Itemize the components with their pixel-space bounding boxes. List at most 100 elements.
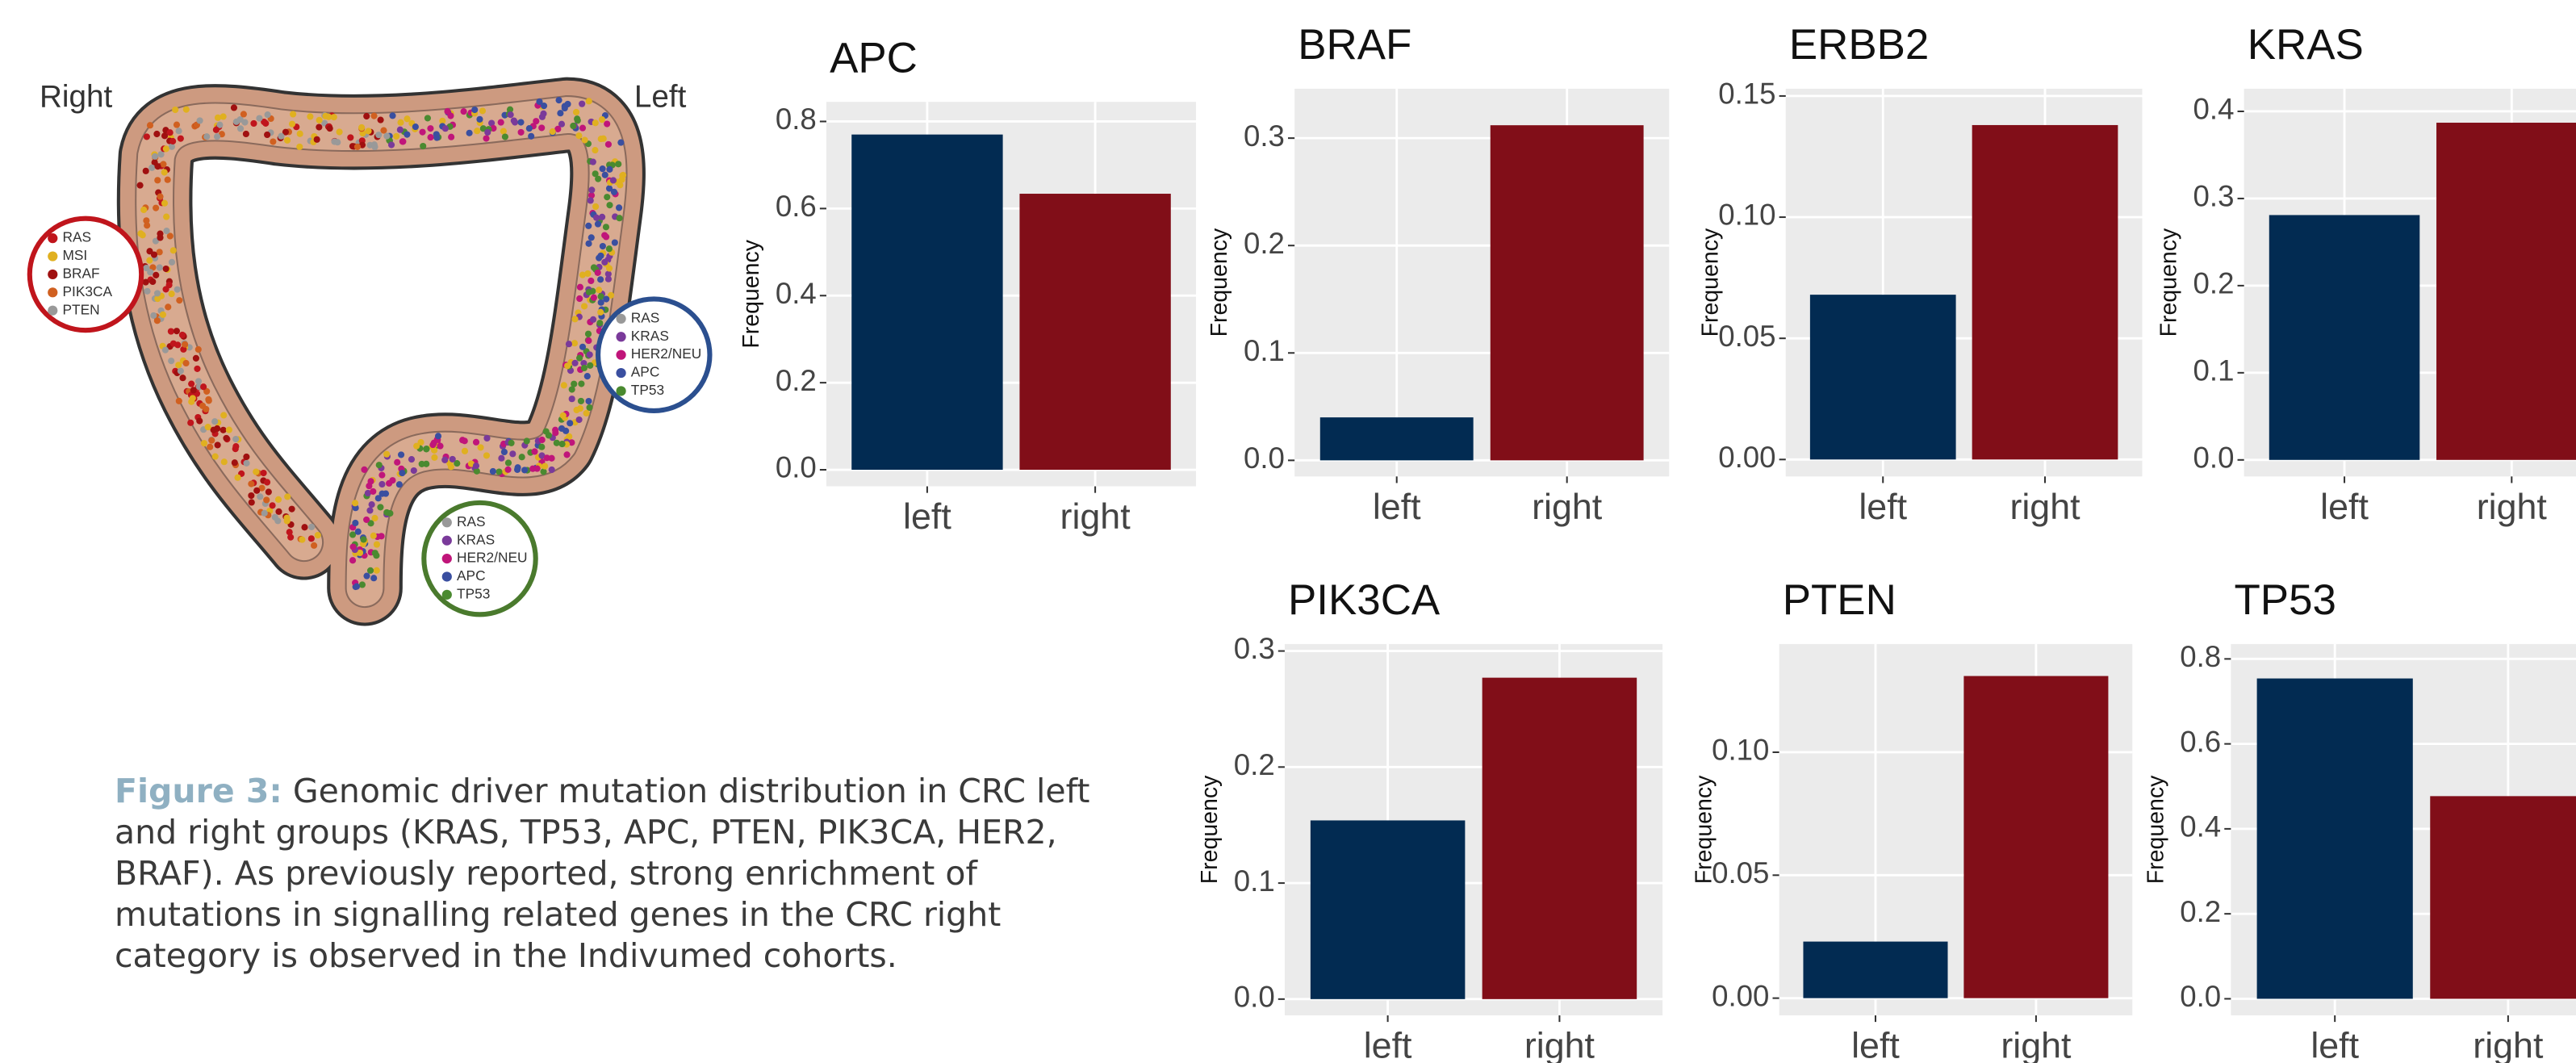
legend-label: RAS — [457, 513, 486, 529]
y-tick-label: 0.05 — [1712, 856, 1769, 889]
colon-dot — [483, 135, 490, 142]
colon-dot — [356, 549, 364, 557]
colon-dot — [214, 425, 221, 433]
colon-dot — [143, 265, 150, 272]
colon-dot — [427, 134, 434, 141]
colon-dot — [441, 125, 449, 132]
colon-dot — [153, 130, 161, 138]
colon-dot — [419, 128, 426, 136]
colon-dot — [389, 112, 396, 119]
colon-dot — [545, 432, 552, 439]
y-tick-label: 0.2 — [1234, 748, 1275, 781]
colon-dot — [241, 119, 249, 126]
colon-dot — [500, 448, 508, 456]
chart-title: APC — [830, 34, 918, 82]
colon-dot — [387, 141, 395, 149]
y-tick-label: 0.8 — [2180, 640, 2221, 673]
colon-dot — [161, 199, 169, 207]
colon-dot — [296, 143, 303, 150]
colon-dot — [586, 351, 593, 358]
colon-dot — [308, 523, 316, 530]
colon-dot — [378, 490, 386, 497]
colon-dot — [598, 116, 606, 123]
colon-dot — [153, 290, 161, 297]
colon-dot — [533, 465, 541, 472]
colon-dot — [269, 502, 276, 509]
colon-dot — [151, 153, 159, 160]
colon-dot — [609, 177, 617, 184]
bar — [851, 134, 1003, 471]
legend-label: TP53 — [457, 585, 490, 601]
colon-dot — [449, 455, 456, 462]
colon-dot — [588, 277, 595, 285]
colon-dot — [583, 409, 590, 417]
colon-dot — [606, 165, 613, 173]
colon-dot — [540, 110, 547, 117]
colon-dot — [216, 121, 224, 128]
colon-dot — [380, 127, 387, 134]
colon-dot — [175, 397, 182, 404]
colon-dot — [274, 517, 282, 525]
colon-dot — [165, 303, 172, 311]
colon-dot — [336, 128, 343, 136]
colon-dot — [290, 111, 297, 118]
colon-dot — [349, 531, 357, 538]
colon-dot — [489, 467, 496, 475]
legend-circle — [596, 296, 713, 413]
colon-dot — [142, 167, 149, 174]
x-tick-label: left — [903, 496, 951, 537]
colon-dot — [168, 358, 175, 365]
colon-dot — [261, 118, 268, 126]
colon-dot — [585, 240, 592, 247]
colon-dot — [504, 466, 512, 473]
colon-dot — [152, 237, 160, 245]
legend-label: HER2/NEU — [631, 345, 701, 362]
colon-dot — [351, 500, 359, 507]
y-tick-label: 0.15 — [1718, 77, 1775, 111]
colon-dot — [387, 509, 394, 517]
colon-dot — [307, 535, 315, 542]
colon-dot — [580, 364, 588, 372]
colon-dot — [373, 567, 380, 574]
legend-dot — [616, 367, 626, 379]
colon-dot — [424, 115, 431, 122]
y-tick-label: 0.2 — [776, 364, 817, 397]
colon-dot — [579, 271, 586, 278]
colon-dot — [585, 98, 592, 105]
colon-dot — [412, 123, 419, 131]
colon-dot — [552, 429, 559, 437]
colon-dot — [311, 542, 318, 549]
colon-dot — [261, 509, 268, 517]
y-tick-label: 0.0 — [1234, 981, 1275, 1014]
colon-dot — [220, 458, 228, 466]
colon-dot — [571, 359, 579, 366]
colon-dot — [498, 454, 505, 462]
colon-dot — [156, 249, 163, 256]
colon-dot — [564, 362, 571, 370]
colon-dot — [288, 120, 296, 128]
colon-dot — [177, 367, 184, 375]
colon-dot — [234, 474, 241, 481]
colon-dot — [496, 468, 503, 475]
colon-dot — [211, 453, 219, 460]
colon-dot — [374, 495, 382, 502]
colon-dot — [434, 433, 442, 440]
legend-dot — [616, 386, 626, 396]
colon-dot — [256, 115, 263, 122]
colon-dot — [200, 440, 208, 447]
colon-dot — [595, 175, 602, 182]
colon-dot — [173, 328, 180, 335]
colon-dot — [242, 130, 249, 138]
colon-dot — [617, 139, 625, 146]
colon-dot — [211, 418, 219, 425]
legend-dot — [441, 517, 452, 528]
colon-dot — [275, 508, 282, 515]
colon-dot — [584, 270, 592, 278]
colon-dot — [178, 331, 186, 339]
colon-dot — [484, 128, 491, 136]
colon-dot — [316, 123, 323, 131]
colon-dot — [208, 437, 215, 444]
legend-label: APC — [457, 567, 486, 584]
colon-dot — [510, 117, 517, 124]
colon-dot — [563, 451, 571, 458]
